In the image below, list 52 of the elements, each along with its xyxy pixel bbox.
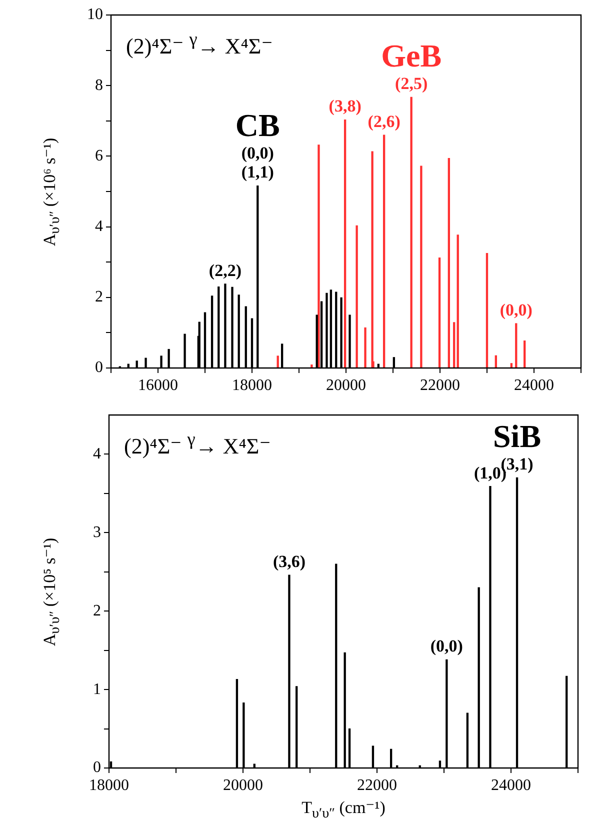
bar bbox=[382, 134, 386, 368]
y-tick-label: 6 bbox=[95, 147, 103, 164]
bar bbox=[486, 252, 488, 368]
text: (2)⁴Σ⁻ $^{γ}$→ X⁴Σ⁻ bbox=[124, 429, 271, 460]
annotation: (3,6) bbox=[272, 552, 306, 571]
annotation: (2,5) bbox=[395, 74, 428, 94]
y-tick-label: 10 bbox=[87, 6, 103, 24]
bar bbox=[456, 234, 459, 368]
annotation: (0,0) bbox=[500, 300, 532, 320]
bar bbox=[356, 225, 358, 368]
annotation: (0,0) bbox=[430, 636, 463, 656]
x-tick-label: 20000 bbox=[326, 376, 366, 394]
bar bbox=[371, 151, 374, 368]
x-tick-label: 20000 bbox=[223, 776, 263, 794]
y-tick-label: 2 bbox=[95, 288, 103, 306]
annotation: (3,8) bbox=[328, 96, 362, 116]
x-axis-title: T$_{υ′υ″}$ (cm⁻¹) bbox=[302, 798, 386, 822]
bar bbox=[318, 144, 320, 368]
bar bbox=[310, 364, 313, 368]
bar bbox=[344, 120, 346, 368]
bar bbox=[438, 258, 441, 368]
annotation: (2,2) bbox=[208, 260, 242, 280]
x-tick-label: 22000 bbox=[420, 376, 460, 394]
y-tick-label: 8 bbox=[95, 76, 103, 94]
x-tick-label: 18000 bbox=[89, 776, 129, 794]
y-tick-label: 0 bbox=[95, 359, 103, 376]
series-label: GeB bbox=[381, 38, 442, 74]
y-tick-label: 2 bbox=[93, 602, 101, 620]
annotation: (1,1) bbox=[241, 162, 274, 182]
x-tick-label: 24000 bbox=[514, 376, 554, 394]
x-tick-label: 24000 bbox=[491, 776, 531, 794]
series-label: CB bbox=[235, 107, 280, 144]
y-tick-label: 4 bbox=[93, 445, 101, 462]
annotation: (2,6) bbox=[368, 112, 400, 131]
bar bbox=[524, 340, 526, 368]
y-tick-label: 0 bbox=[93, 759, 101, 776]
x-tick-label: 18000 bbox=[232, 376, 272, 394]
bar bbox=[276, 356, 279, 368]
annotation: (0,0) bbox=[241, 144, 274, 163]
series-label: SiB bbox=[493, 418, 542, 454]
text: (2)⁴Σ⁻ $^{γ}$→ X⁴Σ⁻ bbox=[126, 29, 273, 60]
y-tick-label: 4 bbox=[95, 218, 103, 236]
bar bbox=[448, 158, 450, 368]
bar bbox=[364, 327, 366, 368]
bar bbox=[515, 323, 518, 368]
y-tick-label: 3 bbox=[93, 524, 101, 541]
y-tick-label: 1 bbox=[93, 680, 101, 698]
x-tick-label: 16000 bbox=[138, 376, 178, 394]
x-tick-label: 22000 bbox=[357, 776, 397, 794]
bar bbox=[420, 166, 422, 368]
bar bbox=[410, 96, 412, 368]
bar bbox=[453, 322, 456, 368]
